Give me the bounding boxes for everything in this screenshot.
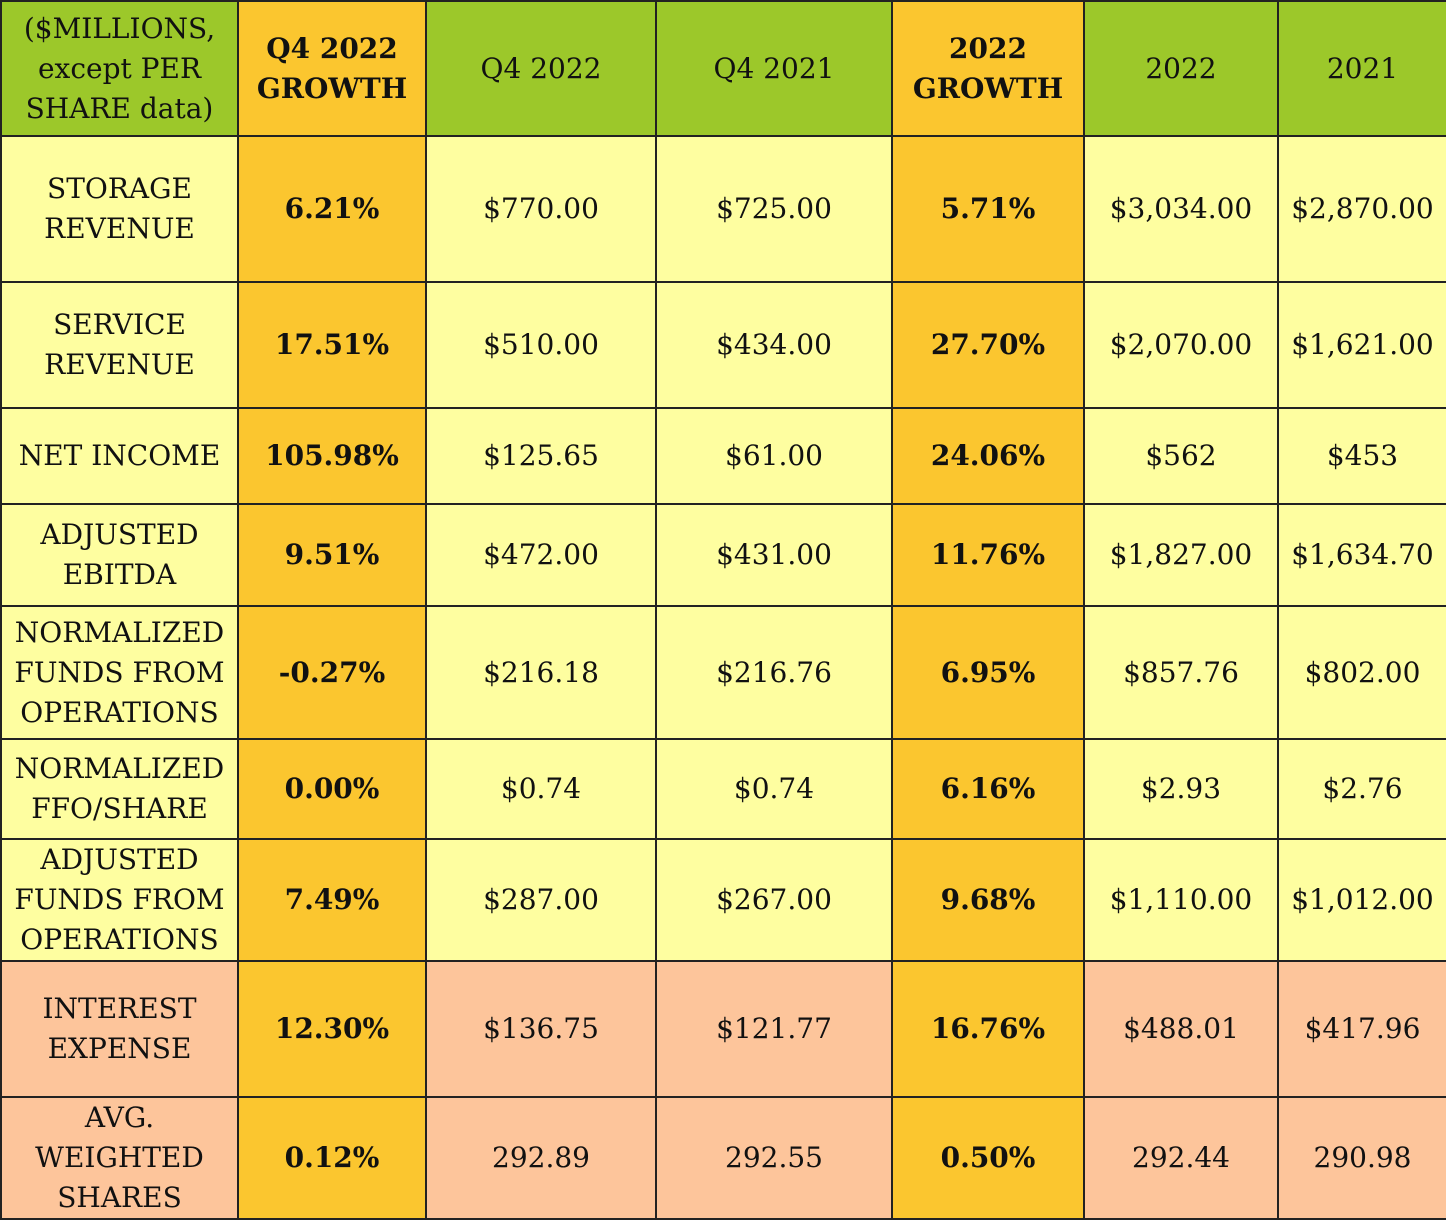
cell-fy-2021: $453 — [1277, 407, 1446, 505]
cell-q4-2021: $267.00 — [655, 838, 893, 962]
cell-q4-2022: $136.75 — [425, 960, 657, 1098]
row-label: NORMALIZED FUNDS FROM OPERATIONS — [0, 605, 239, 740]
cell-fy-2021: $1,012.00 — [1277, 838, 1446, 962]
table-row-interest-expense: INTEREST EXPENSE 12.30% $136.75 $121.77 16.76… — [0, 960, 1446, 1098]
cell-q4-2022: $0.74 — [425, 738, 657, 840]
cell-fy-2021: $1,621.00 — [1277, 281, 1446, 409]
cell-q4-growth: 0.12% — [237, 1096, 427, 1220]
row-label: ADJUSTED EBITDA — [0, 503, 239, 607]
table-row-adjusted-ebitda: ADJUSTED EBITDA 9.51% $472.00 $431.00 11.76% $… — [0, 503, 1446, 607]
header-units: ($MILLIONS, except PER SHARE data) — [0, 0, 239, 137]
table-row-storage-revenue: STORAGE REVENUE 6.21% $770.00 $725.00 5.71% $3… — [0, 135, 1446, 283]
row-label: NORMALIZED FFO/SHARE — [0, 738, 239, 840]
cell-fy-2022: $562 — [1083, 407, 1279, 505]
cell-annual-growth: 24.06% — [891, 407, 1085, 505]
cell-fy-2022: $1,827.00 — [1083, 503, 1279, 607]
cell-annual-growth: 6.16% — [891, 738, 1085, 840]
cell-annual-growth: 6.95% — [891, 605, 1085, 740]
cell-annual-growth: 11.76% — [891, 503, 1085, 607]
header-annual-growth: 2022 GROWTH — [891, 0, 1085, 137]
row-label: STORAGE REVENUE — [0, 135, 239, 283]
header-row: ($MILLIONS, except PER SHARE data) Q4 20… — [0, 0, 1446, 137]
cell-q4-2022: 292.89 — [425, 1096, 657, 1220]
header-2022: 2022 — [1083, 0, 1279, 137]
cell-q4-2021: 292.55 — [655, 1096, 893, 1220]
cell-fy-2022: $857.76 — [1083, 605, 1279, 740]
cell-annual-growth: 0.50% — [891, 1096, 1085, 1220]
cell-q4-growth: 105.98% — [237, 407, 427, 505]
cell-q4-2022: $216.18 — [425, 605, 657, 740]
cell-annual-growth: 27.70% — [891, 281, 1085, 409]
cell-annual-growth: 5.71% — [891, 135, 1085, 283]
header-2021: 2021 — [1277, 0, 1446, 137]
cell-fy-2022: $2,070.00 — [1083, 281, 1279, 409]
cell-q4-2022: $287.00 — [425, 838, 657, 962]
table-row-normalized-ffo-per-share: NORMALIZED FFO/SHARE 0.00% $0.74 $0.74 6.16% $… — [0, 738, 1446, 840]
cell-q4-2021: $0.74 — [655, 738, 893, 840]
cell-fy-2021: $802.00 — [1277, 605, 1446, 740]
cell-fy-2021: 290.98 — [1277, 1096, 1446, 1220]
cell-q4-growth: 6.21% — [237, 135, 427, 283]
cell-q4-2022: $510.00 — [425, 281, 657, 409]
cell-q4-2021: $61.00 — [655, 407, 893, 505]
cell-q4-growth: -0.27% — [237, 605, 427, 740]
cell-fy-2021: $1,634.70 — [1277, 503, 1446, 607]
cell-fy-2022: $3,034.00 — [1083, 135, 1279, 283]
header-q4-2021: Q4 2021 — [655, 0, 893, 137]
cell-fy-2021: $417.96 — [1277, 960, 1446, 1098]
table-row-avg-weighted-shares: AVG. WEIGHTED SHARES 0.12% 292.89 292.55 0.50%… — [0, 1096, 1446, 1220]
row-label: ADJUSTED FUNDS FROM OPERATIONS — [0, 838, 239, 962]
cell-q4-growth: 9.51% — [237, 503, 427, 607]
header-q4-growth: Q4 2022 GROWTH — [237, 0, 427, 137]
cell-q4-growth: 0.00% — [237, 738, 427, 840]
cell-fy-2022: $2.93 — [1083, 738, 1279, 840]
cell-q4-2022: $472.00 — [425, 503, 657, 607]
cell-q4-2021: $434.00 — [655, 281, 893, 409]
cell-q4-2021: $431.00 — [655, 503, 893, 607]
cell-q4-growth: 12.30% — [237, 960, 427, 1098]
cell-q4-2022: $770.00 — [425, 135, 657, 283]
cell-q4-2021: $216.76 — [655, 605, 893, 740]
cell-fy-2021: $2,870.00 — [1277, 135, 1446, 283]
cell-fy-2022: $488.01 — [1083, 960, 1279, 1098]
row-label: SERVICE REVENUE — [0, 281, 239, 409]
table-row-service-revenue: SERVICE REVENUE 17.51% $510.00 $434.00 27.70%… — [0, 281, 1446, 409]
header-q4-2022: Q4 2022 — [425, 0, 657, 137]
cell-q4-2021: $725.00 — [655, 135, 893, 283]
cell-q4-growth: 7.49% — [237, 838, 427, 962]
cell-fy-2021: $2.76 — [1277, 738, 1446, 840]
table-row-net-income: NET INCOME 105.98% $125.65 $61.00 24.06% $562… — [0, 407, 1446, 505]
row-label: AVG. WEIGHTED SHARES — [0, 1096, 239, 1220]
table-row-adjusted-ffo: ADJUSTED FUNDS FROM OPERATIONS 7.49% $287.00… — [0, 838, 1446, 962]
cell-annual-growth: 9.68% — [891, 838, 1085, 962]
cell-q4-2022: $125.65 — [425, 407, 657, 505]
row-label: INTEREST EXPENSE — [0, 960, 239, 1098]
cell-annual-growth: 16.76% — [891, 960, 1085, 1098]
cell-fy-2022: 292.44 — [1083, 1096, 1279, 1220]
cell-fy-2022: $1,110.00 — [1083, 838, 1279, 962]
table-row-normalized-ffo: NORMALIZED FUNDS FROM OPERATIONS -0.27% $216… — [0, 605, 1446, 740]
row-label: NET INCOME — [0, 407, 239, 505]
cell-q4-2021: $121.77 — [655, 960, 893, 1098]
cell-q4-growth: 17.51% — [237, 281, 427, 409]
